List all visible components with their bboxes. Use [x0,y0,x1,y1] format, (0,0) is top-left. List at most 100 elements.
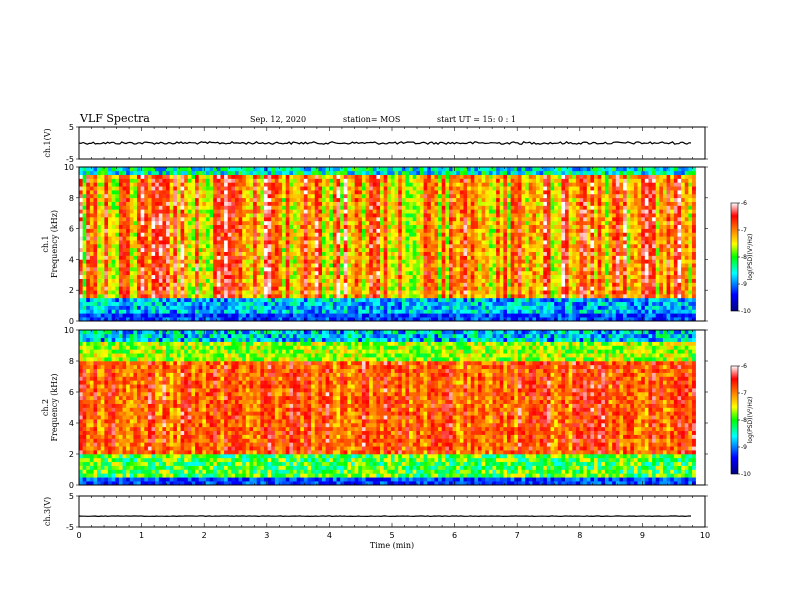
spectrogram-cell [180,228,185,233]
spectrogram-cell [296,236,301,241]
spectrogram-cell [144,236,149,241]
spectrogram-cell [474,190,479,195]
spectrogram-cell [115,317,120,322]
spectrogram-cell [427,197,432,202]
spectrogram-cell [485,224,490,229]
spectrogram-cell [398,193,403,199]
spectrogram-cell [503,255,508,260]
spectrogram-cell [456,197,461,202]
spectrogram-cell [372,240,377,245]
spectrogram-cell [361,178,366,183]
spectrogram-cell [140,313,145,318]
spectrogram-cell [173,201,178,206]
spectrogram-cell [158,251,163,256]
spectrogram-cell [434,217,439,222]
spectrogram-cell [249,193,254,199]
spectrogram-cell [158,305,163,310]
spectrogram-cell [514,278,519,283]
spectrogram-cell [227,251,232,256]
spectrogram-cell [499,228,504,233]
spectrogram-cell [151,182,156,187]
spectrogram-cell [256,251,261,256]
spectrogram-cell [97,251,102,256]
spectrogram-cell [376,305,381,310]
spectrogram-cell [423,232,428,237]
spectrogram-cell [390,244,395,249]
spectrogram-cell [282,294,287,299]
spectrogram-cell [122,244,127,249]
spectrogram-cell [434,309,439,314]
spectrogram-cell [79,193,83,199]
spectrogram-cell [108,286,112,291]
spectrogram-cell [260,259,265,264]
spectrogram-cell [463,228,468,233]
spectrogram-cell [147,240,152,245]
spectrogram-cell [409,309,413,314]
spectrogram-cell [434,274,439,279]
spectrogram-cell [514,309,519,314]
spectrogram-cell [300,286,305,291]
spectrogram-cell [419,309,424,314]
spectrogram-cell [477,263,482,268]
spectrogram-cell [427,174,432,179]
spectrogram-cell [205,263,210,268]
spectrogram-cell [430,186,435,191]
spectrogram-cell [274,186,279,191]
spectrogram-cell [376,201,381,206]
spectrogram-cell [176,305,181,310]
spectrogram-cell [300,317,305,322]
spectrogram-cell [387,213,392,218]
spectrogram-cell [176,290,181,295]
spectrogram-cell [224,282,229,287]
spectrogram-cell [166,190,170,195]
spectrogram-cell [169,290,174,295]
spectrogram-cell [394,251,399,256]
spectrogram-cell [303,255,308,260]
spectrogram-cell [499,220,504,226]
spectrogram-cell [293,301,297,306]
spectrogram-cell [249,270,254,276]
spectrogram-cell [296,317,301,322]
spectrogram-cell [224,259,229,264]
spectrogram-cell [231,217,236,222]
spectrogram-cell [205,224,210,229]
spectrogram-cell [169,201,174,206]
spectrogram-cell [405,240,410,245]
spectrogram-cell [427,232,432,237]
spectrogram-cell [260,167,265,172]
spectrogram-cell [249,297,254,303]
spectrogram-cell [314,274,319,279]
spectrogram-cell [438,247,443,252]
spectrogram-cell [322,278,326,283]
spectrogram-cell [108,274,112,279]
spectrogram-cell [354,228,359,233]
spectrogram-cell [423,220,428,226]
spectrogram-cell [398,278,403,283]
spectrogram-cell [311,309,316,314]
spectrogram-cell [289,217,294,222]
spectrogram-cell [126,228,131,233]
spectrogram-cell [249,170,254,175]
spectrogram-cell [394,197,399,202]
spectrogram-cell [485,236,490,241]
spectrogram-cell [184,228,189,233]
spectrogram-cell [322,217,326,222]
spectrogram-cell [372,178,377,183]
spectrogram-cell [176,190,181,195]
spectrogram-cell [155,282,160,287]
spectrogram-cell [474,309,479,314]
spectrogram-cell [434,317,439,322]
spectrogram-cell [296,309,301,314]
spectrogram-cell [467,305,472,310]
spectrogram-cell [249,201,254,206]
spectrogram-cell [318,232,323,237]
spectrogram-cell [314,220,319,226]
spectrogram-cell [296,217,301,222]
spectrogram-cell [354,167,359,172]
spectrogram-cell [198,232,203,237]
spectrogram-cell [151,286,156,291]
spectrogram-cell [303,301,308,306]
spectrogram-cell [387,290,392,295]
spectrogram-cell [89,174,94,179]
spectrogram-cell [423,247,428,252]
